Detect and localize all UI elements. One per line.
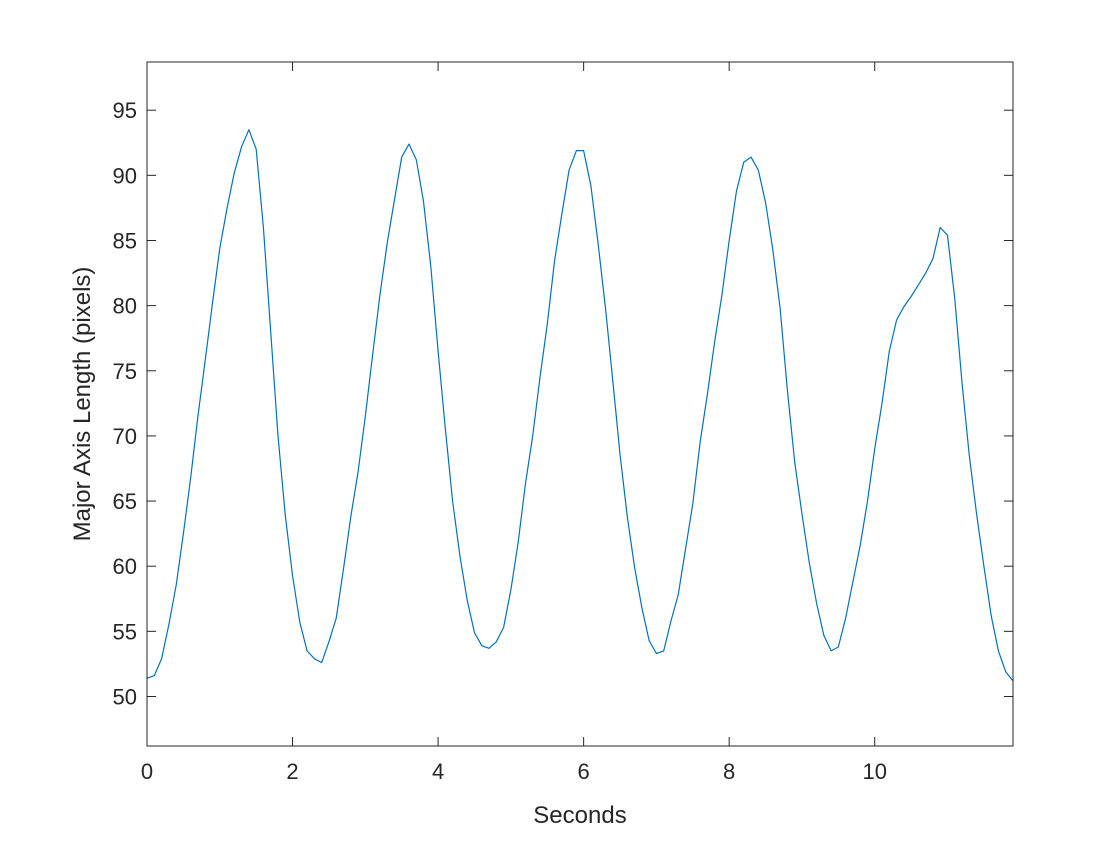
- x-tick-label: 2: [286, 759, 298, 784]
- x-tick-label: 8: [723, 759, 735, 784]
- y-tick-label: 95: [113, 98, 137, 123]
- y-tick-label: 60: [113, 554, 137, 579]
- plot-area: [147, 62, 1013, 746]
- x-tick-label: 0: [141, 759, 153, 784]
- x-axis-label: Seconds: [533, 802, 626, 829]
- y-axis-label: Major Axis Length (pixels): [69, 267, 96, 542]
- y-tick-label: 65: [113, 489, 137, 514]
- y-tick-label: 85: [113, 228, 137, 253]
- y-tick-label: 70: [113, 424, 137, 449]
- y-tick-label: 75: [113, 359, 137, 384]
- axes-box: [146, 61, 1014, 747]
- y-tick-label: 80: [113, 294, 137, 319]
- series-line: [146, 129, 1014, 682]
- x-tick-label: 10: [862, 759, 886, 784]
- y-tick-label: 50: [113, 684, 137, 709]
- x-tick-label: 6: [578, 759, 590, 784]
- y-tick-label: 55: [113, 619, 137, 644]
- y-tick-label: 90: [113, 163, 137, 188]
- x-tick-label: 4: [432, 759, 444, 784]
